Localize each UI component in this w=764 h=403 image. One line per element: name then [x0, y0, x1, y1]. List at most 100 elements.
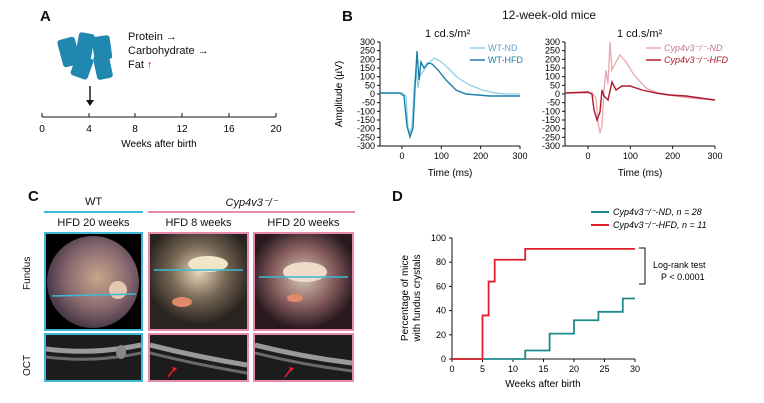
d-xtick: 30 — [630, 364, 640, 374]
survival-chart: Cyp4v3⁻/⁻-ND, n = 28 Cyp4v3⁻/⁻-HFD, n = … — [400, 207, 707, 390]
timeline-tick: 12 — [176, 124, 188, 135]
nutrient-list: Protein → Carbohydrate → Fat ↑ — [128, 30, 209, 72]
erg-right-xlabel: Time (ms) — [618, 168, 663, 179]
d-ylabel-1: Percentage of mice — [400, 254, 411, 341]
erg-xtick: 300 — [707, 151, 722, 161]
erg-left-xlabel: Time (ms) — [428, 168, 473, 179]
erg-ytick: -100 — [542, 106, 560, 116]
erg-ytick: 200 — [360, 54, 375, 64]
erg-ytick: -250 — [357, 132, 375, 142]
col-header-3: HFD 20 weeks — [267, 217, 340, 229]
d-ytick: 0 — [441, 354, 446, 364]
erg-xtick: 200 — [665, 151, 680, 161]
legend-ko-hfd-d: Cyp4v3⁻/⁻-HFD, n = 11 — [613, 220, 707, 230]
timeline-tick: 0 — [39, 124, 45, 135]
erg-ytick: 50 — [550, 80, 560, 90]
timeline-tick: 16 — [223, 124, 235, 135]
erg-ytick: -50 — [547, 98, 560, 108]
d-ytick: 100 — [431, 233, 446, 243]
erg-ytick: -250 — [542, 132, 560, 142]
series-ko-hfd — [452, 247, 635, 360]
panel-label-b: B — [342, 8, 353, 25]
oct-ko-hfd20 — [253, 333, 354, 382]
oct-ko-hfd8 — [148, 333, 249, 382]
d-xtick: 20 — [569, 364, 579, 374]
erg-ylabel: Amplitude (µV) — [334, 61, 345, 127]
legend-wt-hfd: WT-HFD — [488, 55, 523, 65]
d-xtick: 15 — [538, 364, 548, 374]
erg-ytick: -150 — [357, 115, 375, 125]
erg-ytick: 150 — [360, 63, 375, 73]
legend-wt-nd: WT-ND — [488, 43, 518, 53]
group-wt-label: WT — [84, 196, 103, 208]
erg-title: 12-week-old mice — [502, 8, 597, 22]
erg-xtick: 200 — [473, 151, 488, 161]
legend-ko-nd-d: Cyp4v3⁻/⁻-ND, n = 28 — [613, 207, 702, 217]
erg-ytick: 50 — [365, 80, 375, 90]
panel-label-d: D — [392, 188, 403, 205]
oct-arrow-icon — [284, 368, 292, 378]
erg-ytick: 100 — [545, 72, 560, 82]
d-xlabel: Weeks after birth — [505, 379, 580, 390]
erg-right-stimulus: 1 cd.s/m² — [617, 28, 663, 40]
erg-xtick: 100 — [623, 151, 638, 161]
logrank-label: Log-rank test — [653, 260, 706, 270]
d-xtick: 10 — [508, 364, 518, 374]
erg-ytick: 300 — [545, 37, 560, 47]
erg-xtick: 300 — [512, 151, 527, 161]
d-ytick: 20 — [436, 330, 446, 340]
erg-ytick: -50 — [362, 98, 375, 108]
trace-wt-hfd — [380, 50, 520, 140]
erg-ytick: 0 — [370, 89, 375, 99]
timeline-tick: 20 — [270, 124, 282, 135]
erg-ytick: 250 — [360, 46, 375, 56]
panel-label-c: C — [28, 188, 39, 205]
fundus-ko-hfd20 — [253, 232, 354, 331]
row-label-fundus: Fundus — [22, 256, 33, 290]
trace-ko-hfd — [564, 79, 716, 123]
d-xtick: 5 — [480, 364, 485, 374]
d-xtick: 0 — [449, 364, 454, 374]
legend-ko-hfd: Cyp4v3⁻/⁻-HFD — [664, 55, 729, 65]
d-ytick: 80 — [436, 257, 446, 267]
erg-ytick: -200 — [542, 124, 560, 134]
erg-ytick: -100 — [357, 106, 375, 116]
erg-ytick: -300 — [357, 141, 375, 151]
nutrient-fat: Fat ↑ — [128, 59, 153, 71]
erg-ytick: 150 — [545, 63, 560, 73]
series-ko-nd — [452, 297, 635, 360]
oct-wt-hfd20 — [44, 333, 143, 382]
fundus-ko-hfd8 — [148, 232, 249, 331]
timeline-tick: 8 — [132, 124, 138, 135]
p-value: P < 0.0001 — [661, 272, 705, 282]
col-header-1: HFD 20 weeks — [57, 217, 130, 229]
erg-plots: 300250200150100500-50-100-150-200-250-30… — [334, 37, 729, 179]
panel-label-a: A — [40, 8, 51, 25]
erg-ytick: 300 — [360, 37, 375, 47]
d-ylabel-2: with fundus crystals — [412, 254, 423, 342]
group-ko-bar — [148, 211, 355, 213]
erg-ytick: -150 — [542, 115, 560, 125]
d-xtick: 25 — [599, 364, 609, 374]
d-ytick: 40 — [436, 306, 446, 316]
erg-ytick: 250 — [545, 46, 560, 56]
erg-xtick: 0 — [585, 151, 590, 161]
timeline: 0 4 8 12 16 20 Weeks after birth — [39, 86, 282, 150]
erg-left-stimulus: 1 cd.s/m² — [425, 28, 471, 40]
timeline-xlabel: Weeks after birth — [121, 139, 196, 150]
erg-ytick: -200 — [357, 124, 375, 134]
erg-ytick: 0 — [555, 89, 560, 99]
nutrient-protein: Protein → — [128, 31, 177, 43]
erg-ytick: 100 — [360, 72, 375, 82]
erg-xtick: 100 — [434, 151, 449, 161]
nutrient-carbohydrate: Carbohydrate → — [128, 45, 209, 57]
erg-ytick: -300 — [542, 141, 560, 151]
row-label-oct: OCT — [22, 354, 33, 376]
erg-ytick: 200 — [545, 54, 560, 64]
group-wt-bar — [44, 211, 143, 213]
d-ytick: 60 — [436, 281, 446, 291]
erg-xtick: 0 — [399, 151, 404, 161]
fundus-wt-hfd20 — [44, 232, 143, 331]
food-pellets-icon — [57, 32, 113, 80]
group-ko-label: Cyp4v3⁻/⁻ — [225, 197, 278, 209]
